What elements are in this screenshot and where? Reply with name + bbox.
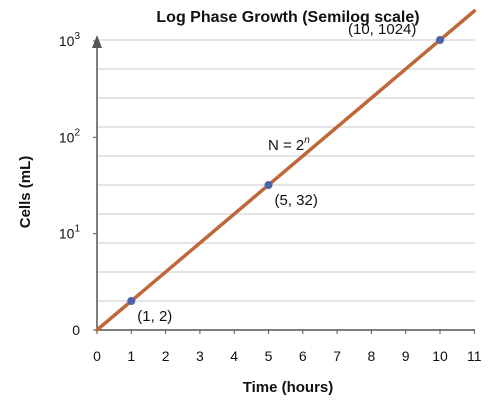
gridlines	[97, 39, 475, 302]
data-point-label: (1, 2)	[137, 308, 172, 325]
y-tick-base: 0	[72, 322, 80, 338]
y-tick-exponent: 3	[74, 31, 80, 42]
y-tick-exponent: 2	[74, 127, 80, 138]
y-tick-exponent: 1	[74, 224, 80, 235]
y-tick-label: 103	[59, 31, 81, 49]
x-tick-label: 5	[265, 348, 273, 364]
data-point	[127, 297, 136, 305]
x-tick-label: 8	[368, 348, 376, 364]
x-tick-label: 2	[162, 348, 170, 364]
data-point-label: (10, 1024)	[348, 21, 416, 38]
y-tick-base: 10	[59, 226, 75, 242]
axes	[92, 35, 475, 331]
x-tick-label: 1	[127, 348, 135, 364]
series-layer	[95, 9, 477, 332]
equation-exponent: n	[304, 135, 310, 146]
x-tick-labels: 0 1 2 3 4 5 6 7 8 9 10 11	[93, 330, 482, 364]
x-tick-label: 10	[432, 348, 448, 364]
x-tick-label: 7	[333, 348, 341, 364]
y-tick-label: 0	[72, 322, 80, 338]
data-point	[436, 36, 444, 44]
x-tick-label: 11	[467, 348, 482, 364]
equation-label: N = 2n	[268, 135, 310, 154]
y-tick-base: 10	[59, 129, 75, 145]
x-axis-title: Time (hours)	[243, 379, 334, 396]
chart-title: Log Phase Growth (Semilog scale)	[156, 9, 419, 26]
data-point	[264, 181, 273, 189]
x-tick-label: 4	[230, 348, 238, 364]
growth-series-line	[95, 9, 477, 332]
point-labels: (1, 2) (5, 32) (10, 1024)	[137, 21, 416, 325]
y-tick-base: 10	[59, 33, 75, 49]
y-tick-label: 101	[59, 224, 81, 242]
y-tick-label: 102	[59, 127, 81, 145]
x-tick-label: 6	[299, 348, 307, 364]
equation-lhs: N = 2	[268, 137, 304, 154]
x-tick-label: 3	[196, 348, 204, 364]
y-axis-arrow-icon	[92, 35, 102, 48]
data-points	[127, 36, 444, 305]
data-point-label: (5, 32)	[275, 192, 318, 209]
x-tick-label: 0	[93, 348, 101, 364]
x-tick-label: 9	[402, 348, 410, 364]
y-axis-title: Cells (mL)	[17, 156, 34, 229]
